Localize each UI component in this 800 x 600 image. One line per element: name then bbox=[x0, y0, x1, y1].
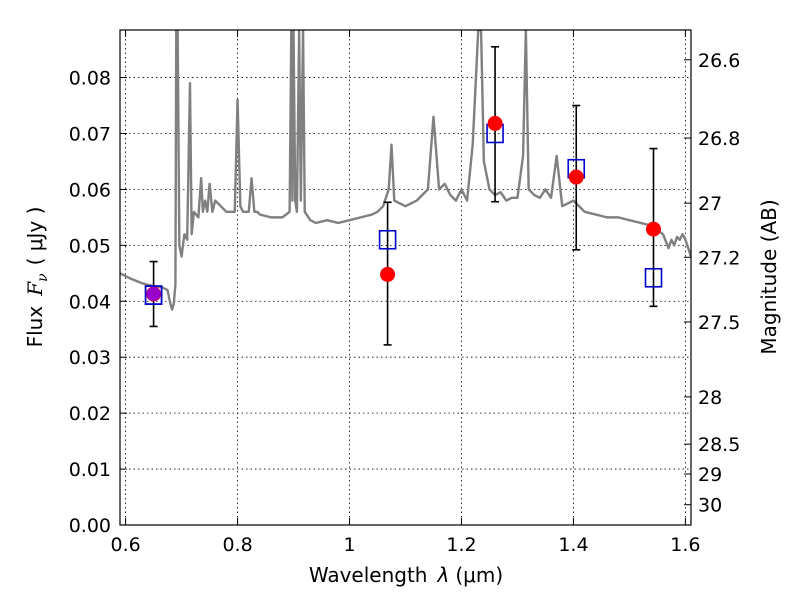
y2-tick-label: 28 bbox=[698, 387, 722, 409]
y-tick-label: 0.06 bbox=[69, 179, 111, 201]
x-axis-title: Wavelength λ (μm) bbox=[309, 563, 503, 587]
x-tick-label: 1 bbox=[343, 534, 355, 556]
y2-tick-label: 26.6 bbox=[698, 50, 740, 72]
y-tick-label: 0.05 bbox=[69, 235, 111, 257]
y2-axis-title: Magnitude (AB) bbox=[757, 199, 781, 354]
y-tick-label: 0.03 bbox=[69, 347, 111, 369]
overlap-model-outline bbox=[144, 285, 163, 305]
y-tick-label: 0.00 bbox=[69, 515, 111, 537]
overlap-point bbox=[146, 287, 161, 301]
observed-point bbox=[380, 266, 396, 282]
x-axis-ticks: 0.6 0.8 1 1.2 1.4 1.6 bbox=[110, 30, 701, 556]
x-tick-label: 1.2 bbox=[446, 534, 476, 556]
y2-tick-label: 27.2 bbox=[698, 247, 740, 269]
x-tick-label: 1.4 bbox=[558, 534, 588, 556]
observed-point bbox=[645, 221, 661, 237]
y2-axis-ticks: 26.6 26.8 27 27.2 27.5 28 28.5 29 30 bbox=[684, 50, 740, 517]
overlap-points-layer bbox=[144, 285, 163, 305]
x-axis-title-symbol: λ bbox=[437, 563, 450, 587]
y-tick-label: 0.02 bbox=[69, 403, 111, 425]
y2-tick-label: 27.5 bbox=[698, 312, 740, 334]
x-axis-title-unit: (μm) bbox=[455, 563, 503, 587]
y2-tick-label: 29 bbox=[698, 464, 722, 486]
x-tick-label: 0.8 bbox=[222, 534, 252, 556]
spectrum-layer bbox=[120, 30, 691, 311]
y-axis-title-symbol: F bbox=[23, 281, 47, 297]
x-axis-title-word: Wavelength bbox=[309, 563, 428, 587]
model-point bbox=[378, 229, 397, 250]
y-axis-title: Flux Fν ( μJy ) bbox=[23, 207, 51, 348]
model-point bbox=[644, 267, 663, 288]
plot-frame bbox=[119, 29, 692, 526]
x-tick-label: 0.6 bbox=[110, 534, 140, 556]
y-tick-label: 0.08 bbox=[69, 68, 111, 90]
y2-tick-label: 28.5 bbox=[698, 434, 740, 456]
y2-tick-label: 30 bbox=[698, 495, 722, 517]
observed-point bbox=[568, 169, 584, 185]
y-axis-ticks: 0.00 0.01 0.02 0.03 0.04 0.05 0.06 0.07 0.08 bbox=[69, 68, 127, 537]
y-axis-title-word: Flux bbox=[23, 306, 47, 348]
y2-tick-label: 27 bbox=[698, 193, 722, 215]
y-axis-title-subscript: ν bbox=[35, 273, 51, 282]
y-tick-label: 0.07 bbox=[69, 123, 111, 145]
spectrum-line bbox=[120, 30, 691, 311]
y-tick-label: 0.04 bbox=[69, 291, 111, 313]
grid-lines bbox=[120, 30, 691, 526]
observed-point bbox=[487, 115, 503, 131]
x-tick-label: 1.6 bbox=[670, 534, 700, 556]
y-tick-label: 0.01 bbox=[69, 459, 111, 481]
y-axis-title-unit: ( μJy ) bbox=[23, 207, 47, 266]
y2-tick-label: 26.8 bbox=[698, 128, 740, 150]
